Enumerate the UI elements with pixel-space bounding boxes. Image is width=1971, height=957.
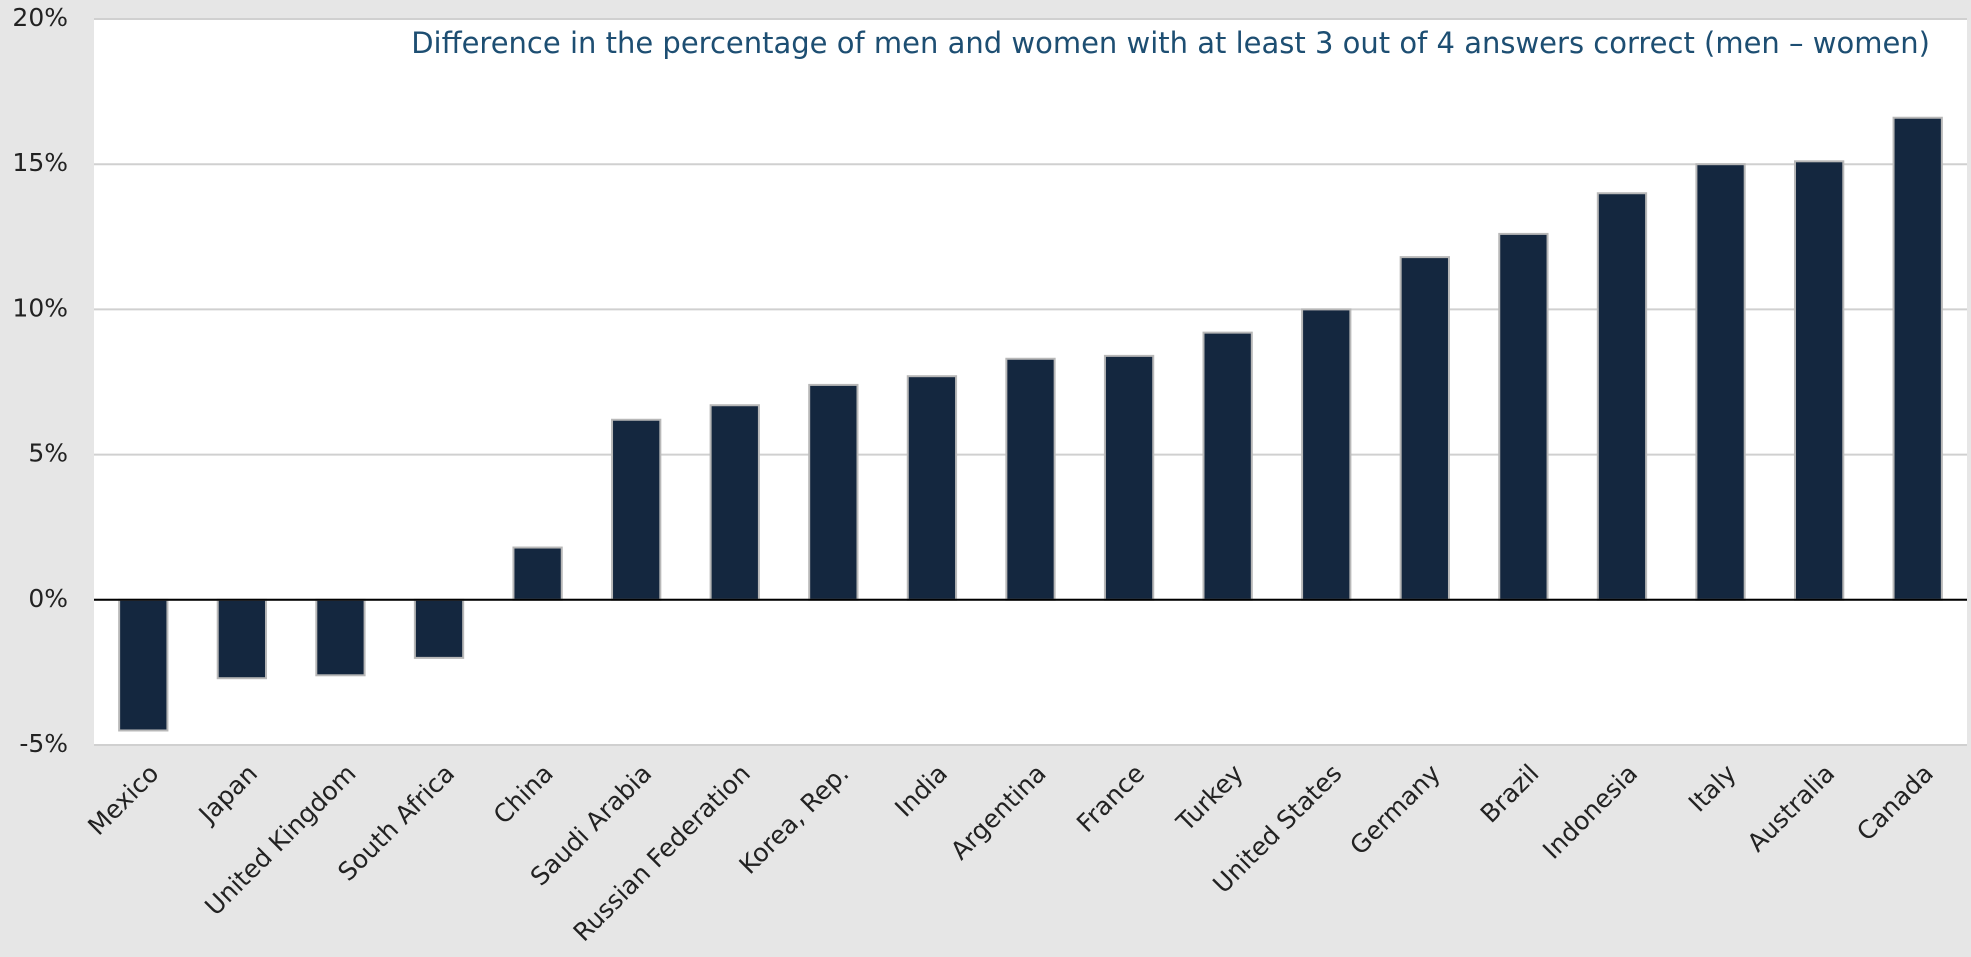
x-tick-label: Australia (1742, 759, 1841, 858)
x-tick-label: Italy (1683, 759, 1742, 818)
bar (906, 375, 958, 601)
x-tick-label: Japan (192, 759, 263, 830)
y-tick-label: 10% (12, 293, 68, 322)
bar (808, 383, 859, 601)
x-tick-label: Russian Federation (568, 759, 756, 947)
x-tick-label: Brazil (1475, 759, 1545, 829)
bar (1399, 256, 1450, 601)
bar (1892, 116, 1943, 601)
x-tick-label: India (889, 759, 953, 823)
bar (216, 598, 268, 680)
bar (1793, 160, 1845, 601)
bar (1695, 163, 1746, 601)
bar (611, 418, 662, 601)
x-tick-label: France (1071, 759, 1150, 838)
x-tick-label: Turkey (1170, 759, 1249, 838)
y-tick-label: 0% (28, 584, 68, 613)
x-tick-label: China (488, 759, 559, 830)
bar (1498, 232, 1549, 601)
x-tick-label: Germany (1344, 759, 1446, 861)
y-tick-label: 15% (12, 148, 68, 177)
bar (1103, 354, 1155, 601)
bar (413, 598, 465, 659)
x-tick-label: Indonesia (1537, 759, 1643, 865)
y-tick-label: -5% (19, 729, 68, 758)
bar (1202, 331, 1253, 601)
chart-title: Difference in the percentage of men and … (411, 26, 1930, 60)
x-tick-label: Argentina (945, 759, 1052, 866)
bar (1301, 308, 1352, 601)
x-tick-label: Canada (1851, 759, 1939, 847)
y-tick-label: 5% (28, 439, 68, 468)
bar (1005, 357, 1056, 601)
bar (118, 598, 169, 732)
y-tick-label: 20% (12, 3, 68, 32)
x-tick-label: Mexico (82, 759, 164, 841)
bar (512, 546, 563, 601)
bar (315, 598, 366, 677)
bar (1596, 192, 1648, 601)
bar (709, 404, 760, 601)
